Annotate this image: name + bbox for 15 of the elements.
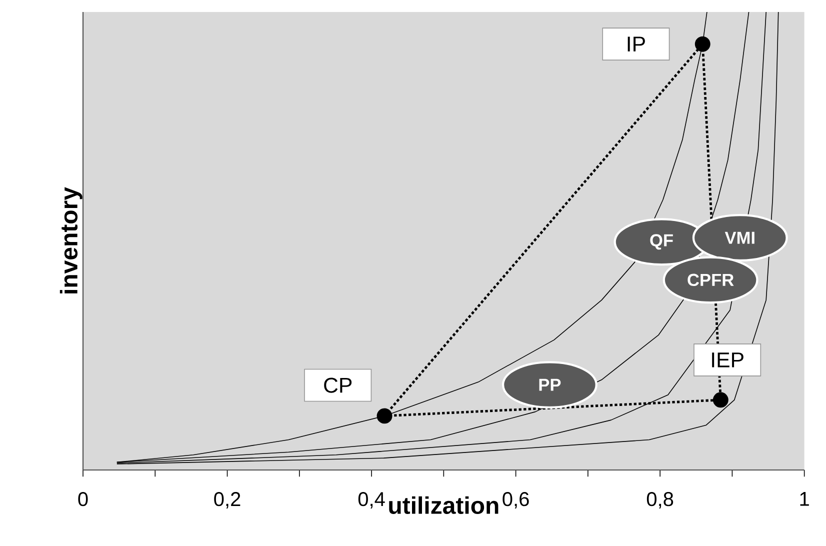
series-label: IEP [712, 352, 744, 368]
annotation: PP [539, 378, 561, 391]
x-tick-label: 1 [800, 492, 809, 506]
series-label: CP [324, 378, 352, 393]
x-tick-label: 0 [78, 492, 88, 506]
x-tick-label: 0,2 [214, 492, 240, 509]
annotation: CPFR [688, 274, 734, 286]
text: IP [628, 36, 645, 52]
x-tick-label: 0,4 [358, 492, 385, 509]
y-axis-title: inventory [60, 187, 82, 294]
x-axis-title: utilization [389, 496, 498, 514]
x-tick-label: 0,6 [502, 492, 529, 509]
annotation: VMI [724, 232, 754, 244]
x-tick-label: 0,8 [646, 492, 674, 509]
annotation: QF [650, 234, 673, 250]
